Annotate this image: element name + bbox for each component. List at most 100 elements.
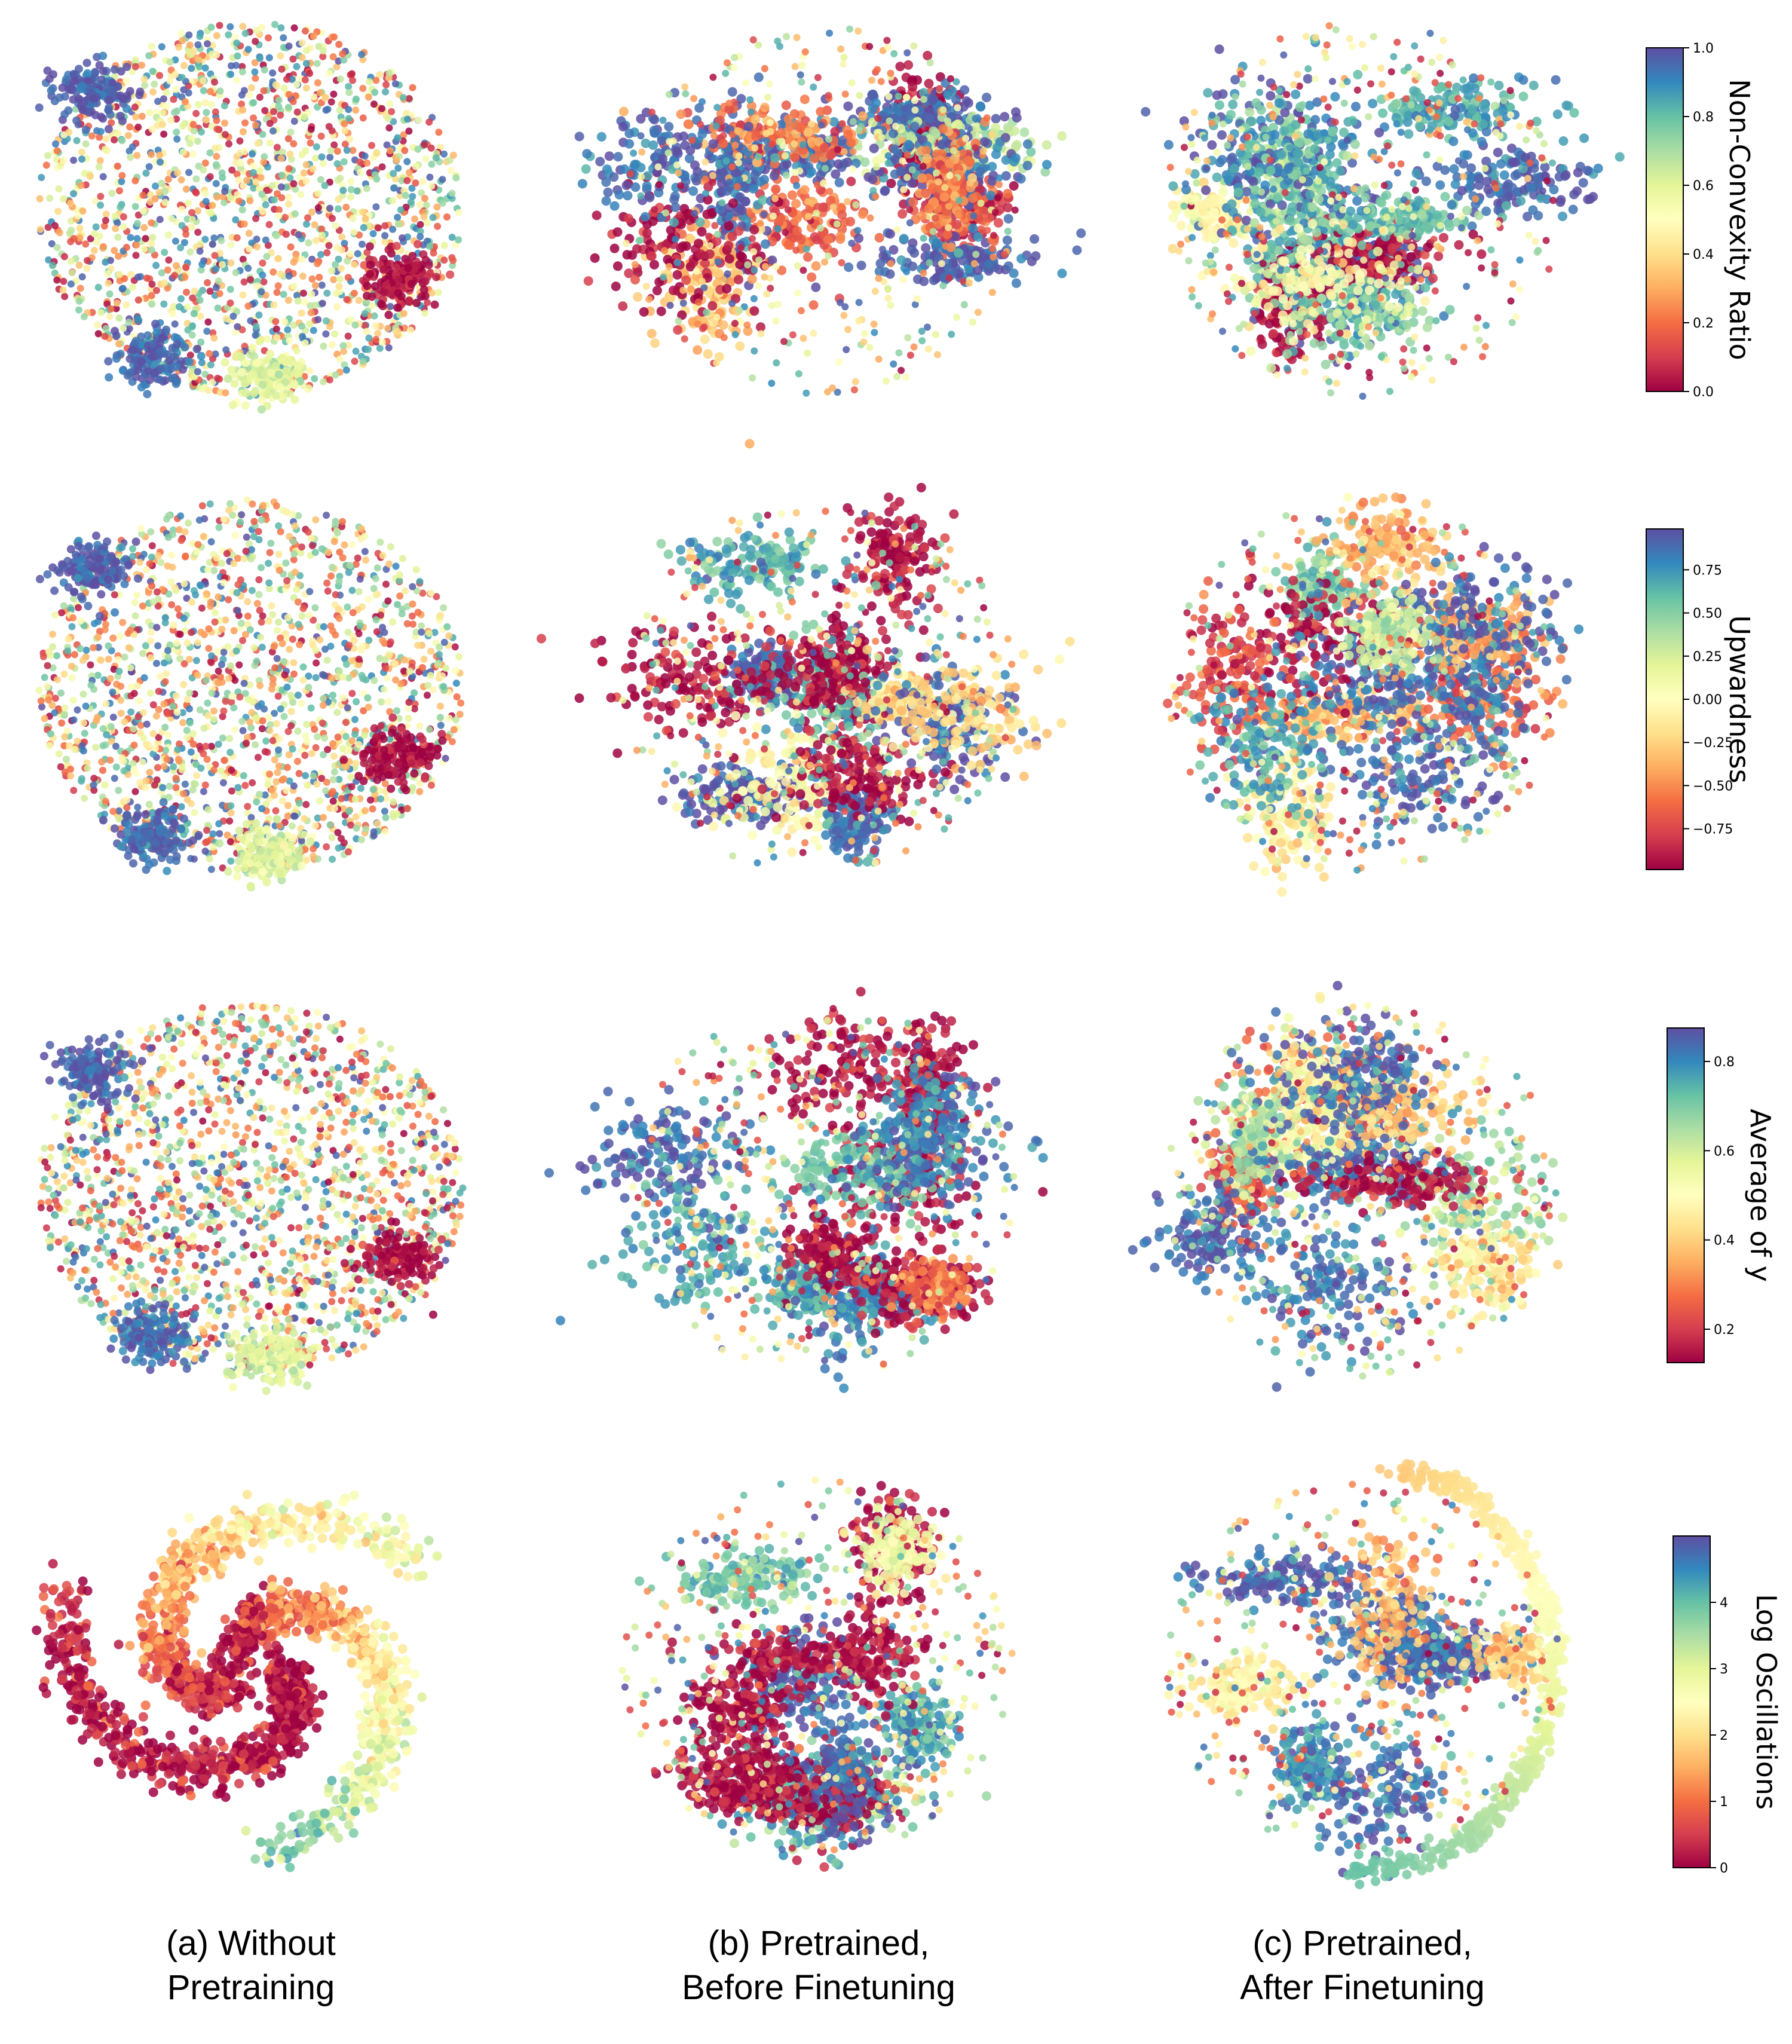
scatter-point <box>722 186 732 196</box>
scatter-point <box>810 154 820 164</box>
scatter-point <box>974 308 982 316</box>
scatter-point <box>1072 245 1082 255</box>
scatter-point <box>884 284 892 292</box>
scatter-point <box>145 52 153 60</box>
scatter-point <box>977 200 985 207</box>
scatter-point <box>220 102 228 109</box>
scatter-point <box>56 229 63 237</box>
scatter-point <box>368 302 376 310</box>
scatter-point <box>810 232 820 242</box>
scatter-point <box>366 270 375 279</box>
scatter-point <box>302 177 310 185</box>
scatter-point <box>772 317 780 325</box>
scatter-point <box>791 140 798 148</box>
scatter-point <box>189 322 197 330</box>
scatter-point <box>433 203 441 211</box>
scatter-point <box>213 126 221 133</box>
scatter-point <box>349 146 357 154</box>
scatter-point <box>102 325 110 332</box>
scatter-point <box>140 75 148 83</box>
scatter-point <box>266 120 274 127</box>
scatter-point <box>713 103 721 111</box>
scatter-point <box>890 50 898 57</box>
scatter-point <box>260 278 268 286</box>
scatter-point <box>195 56 203 64</box>
scatter-point <box>320 342 327 350</box>
scatter-point <box>405 94 413 102</box>
scatter-point <box>835 358 843 366</box>
scatter-point <box>273 333 281 341</box>
scatter-point <box>182 264 190 271</box>
scatter-point <box>774 300 782 308</box>
scatter-point <box>179 36 186 44</box>
scatter-point <box>287 128 295 136</box>
scatter-point <box>903 49 911 57</box>
scatter-point <box>736 176 743 183</box>
scatter-point <box>439 176 446 183</box>
scatter-point <box>122 77 130 85</box>
scatter-point <box>917 173 927 183</box>
scatter-point <box>396 192 404 200</box>
scatter-point <box>1022 139 1033 149</box>
scatter-point <box>92 223 100 231</box>
scatter-point <box>314 316 322 323</box>
scatter-point <box>355 296 363 304</box>
scatter-point <box>887 260 895 268</box>
scatter-point <box>384 325 391 332</box>
scatter-point <box>991 114 1001 124</box>
scatter-point <box>97 309 105 317</box>
scatter-point <box>96 157 104 164</box>
scatter-point <box>885 229 895 239</box>
scatter-point <box>148 280 156 288</box>
scatter-point <box>793 182 801 189</box>
scatter-point <box>97 112 106 121</box>
scatter-point <box>604 151 614 161</box>
scatter-point <box>266 368 275 377</box>
scatter-point <box>180 343 189 352</box>
scatter-point <box>353 187 361 195</box>
scatter-point <box>787 190 797 200</box>
scatter-point <box>399 234 406 241</box>
scatter-point <box>672 235 679 243</box>
scatter-point <box>68 269 76 277</box>
scatter-point <box>840 148 848 156</box>
scatter-point <box>97 201 105 209</box>
scatter-point <box>275 383 284 392</box>
scatter-point <box>102 135 110 143</box>
scatter-point <box>913 295 921 302</box>
scatter-point <box>118 137 126 145</box>
scatter-point <box>888 128 898 139</box>
scatter-point <box>221 120 228 127</box>
scatter-point <box>75 297 83 305</box>
scatter-point <box>257 405 266 414</box>
scatter-point <box>884 44 892 51</box>
scatter-point <box>153 287 160 294</box>
scatter-point <box>142 235 149 243</box>
scatter-point <box>261 66 268 74</box>
scatter-point <box>986 191 995 201</box>
scatter-point <box>879 246 886 253</box>
scatter-point <box>776 137 783 145</box>
scatter-point <box>727 231 737 241</box>
scatter-point <box>133 241 140 249</box>
scatter-point <box>665 91 673 99</box>
scatter-point <box>772 263 780 270</box>
scatter-point <box>228 400 237 409</box>
scatter-point <box>984 259 994 270</box>
scatter-point <box>104 270 112 278</box>
scatter-point <box>672 146 682 157</box>
scatter-point <box>860 157 870 167</box>
scatter-point <box>402 192 409 199</box>
scatter-point <box>400 131 408 139</box>
scatter-point <box>366 261 375 270</box>
scatter-point <box>737 206 747 215</box>
scatter-point <box>335 195 342 203</box>
scatter-point <box>151 80 158 88</box>
scatter-point <box>313 143 320 151</box>
scatter-point <box>422 155 430 163</box>
scatter-point <box>78 273 86 281</box>
scatter-point <box>344 274 352 281</box>
scatter-point <box>204 387 212 394</box>
scatter-point <box>258 191 266 198</box>
scatter-point <box>386 100 394 108</box>
